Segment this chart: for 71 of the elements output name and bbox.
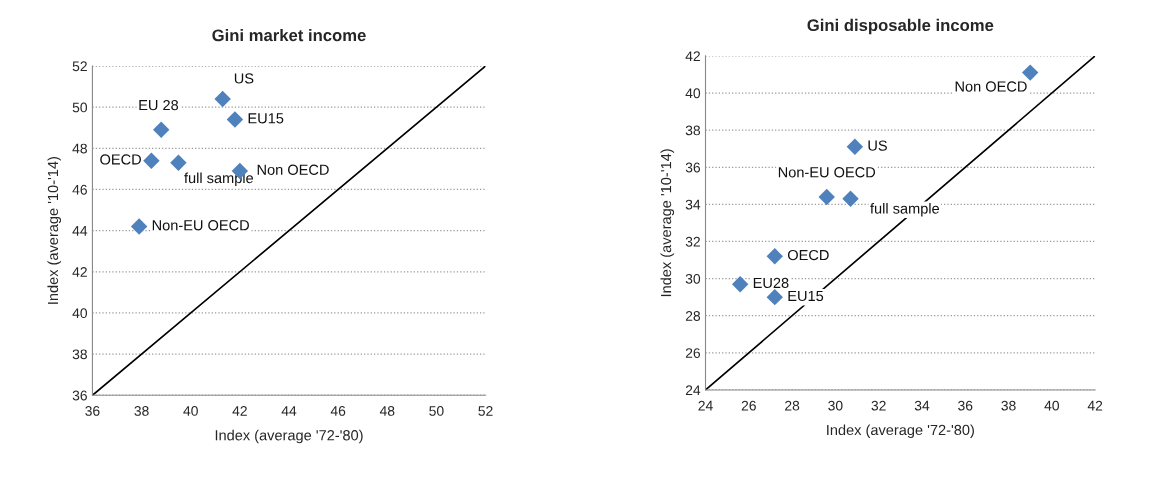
y-tick-label: 24 [685, 385, 701, 395]
point [842, 190, 859, 208]
y-axis-title: Index (average '10-'14) [47, 157, 62, 304]
point [226, 111, 244, 128]
x-tick-label: 36 [85, 406, 100, 416]
y-tick-label: 36 [72, 390, 87, 401]
y-tick-label: 50 [72, 102, 88, 113]
x-tick-label: 30 [828, 400, 843, 411]
x-tick-label: 42 [232, 406, 247, 416]
annotation: Non-EU OECD [152, 220, 249, 231]
y-tick-label: 48 [72, 143, 87, 154]
y-tick-label: 42 [72, 267, 87, 277]
point [130, 218, 148, 235]
y-tick-label: 32 [685, 236, 700, 247]
y-tick-label: 40 [685, 88, 701, 99]
annotation: full sample [870, 202, 940, 217]
x-tick-label: 40 [1044, 400, 1060, 411]
annotation: US [234, 73, 254, 84]
x-tick-label: 38 [1001, 400, 1016, 411]
point [153, 121, 170, 139]
x-tick-label: 24 [698, 400, 713, 411]
annotation: full sample [184, 172, 254, 187]
y-tick-label: 46 [72, 184, 87, 195]
x-tick-label: 40 [183, 406, 198, 416]
annotation: Non OECD [257, 164, 329, 175]
x-tick-label: 28 [785, 400, 800, 411]
x-tick-label: 38 [134, 406, 149, 416]
x-tick-label: 32 [871, 400, 886, 411]
annotation: EU28 [753, 277, 789, 289]
x-tick-label: 36 [958, 400, 973, 411]
x-tick-label: 42 [1087, 400, 1103, 411]
y-tick-label: 44 [72, 226, 88, 236]
x-tick-label: 44 [281, 406, 297, 416]
y-tick-label: 26 [685, 348, 701, 358]
annotation: Non-EU OECD [778, 167, 876, 178]
annotation: Non OECD [955, 81, 1027, 92]
annotation: EU15 [788, 290, 824, 302]
y-tick-label: 42 [685, 51, 700, 61]
point [818, 188, 835, 206]
point [214, 90, 231, 108]
annotation: EU15 [248, 113, 284, 124]
x-tick-label: 48 [379, 406, 395, 416]
y-tick-label: 28 [685, 311, 701, 321]
x-tick-label: 26 [741, 400, 756, 411]
annotation: OECD [787, 249, 829, 261]
x-tick-label: 46 [330, 406, 346, 416]
x-axis-title: Index (average '72-'80) [215, 429, 363, 444]
x-tick-label: 52 [478, 406, 493, 416]
point [143, 152, 160, 169]
y-tick-label: 40 [72, 308, 88, 319]
annotation: OECD [100, 154, 141, 165]
x-tick-label: 34 [914, 400, 930, 411]
y-tick-label: 52 [72, 61, 87, 72]
annotation: EU 28 [139, 99, 179, 111]
y-tick-label: 30 [685, 273, 701, 284]
y-tick-label: 38 [72, 349, 87, 360]
point [731, 275, 749, 293]
point [1021, 64, 1039, 81]
point [170, 154, 187, 171]
y-tick-label: 34 [685, 199, 701, 210]
point [766, 288, 783, 306]
x-tick-label: 50 [429, 406, 444, 416]
y-tick-label: 38 [685, 125, 701, 136]
y-axis-title: Index (average '10-'14) [660, 149, 675, 297]
y-tick-label: 36 [685, 162, 701, 173]
chart-title: Gini market income [212, 28, 366, 42]
annotation: US [868, 140, 887, 151]
point [846, 138, 864, 156]
chart-title: Gini disposable income [807, 18, 994, 35]
x-axis-title: Index (average '72-'80) [827, 424, 974, 439]
point [766, 248, 783, 265]
